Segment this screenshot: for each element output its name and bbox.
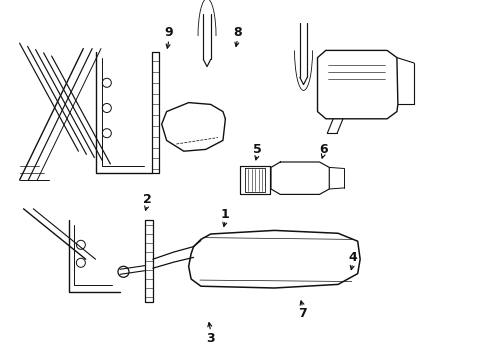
Text: 1: 1: [221, 208, 230, 221]
Text: 5: 5: [253, 143, 262, 156]
Text: 4: 4: [348, 251, 357, 264]
Text: 2: 2: [143, 193, 151, 206]
Text: 8: 8: [233, 26, 242, 39]
Text: 3: 3: [206, 332, 215, 345]
Text: 9: 9: [165, 26, 173, 39]
Text: 6: 6: [319, 143, 328, 156]
Text: 7: 7: [298, 307, 307, 320]
